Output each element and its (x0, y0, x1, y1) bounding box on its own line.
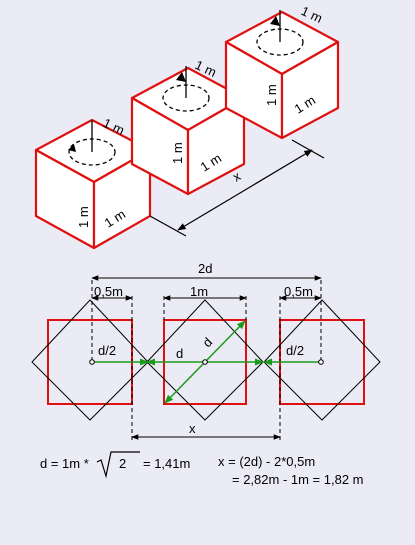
label-d-diagonal: d (200, 334, 216, 350)
formula-d-left: d = 1m * (40, 456, 89, 471)
formula-x-line2: = 2,82m - 1m = 1,82 m (232, 472, 364, 487)
label-d-half-left: d/2 (98, 343, 116, 358)
plan-diamond-left (31, 299, 149, 421)
dimension-1m-label: 1m (190, 284, 208, 299)
cube-3-rotation-arrow (270, 16, 280, 26)
formula-d-right: = 1,41m (143, 456, 190, 471)
square-root-sign (96, 451, 140, 479)
label-d-half-right: d/2 (286, 343, 304, 358)
cube-distance-line (177, 149, 313, 231)
plan-diamond-right (263, 299, 381, 421)
cube-1-left-size-label: 1 m (76, 206, 91, 228)
formula-x-line1: x = (2d) - 2*0,5m (218, 454, 315, 469)
cube-3-left-size-label: 1 m (264, 84, 279, 106)
dimension-half-left-label: 0,5m (94, 284, 123, 299)
cube-1-rotation-arrow (68, 144, 76, 152)
cube-distance-extension-right (291, 139, 325, 159)
cube-2-left-size-label: 1 m (170, 142, 185, 164)
plan-view: 2d 0,5m 1m 0,5m d/2 d d d/2 x (31, 261, 381, 440)
dimension-x-label: x (189, 421, 196, 436)
cube-distance-label: x (230, 168, 244, 184)
center-point-right (318, 359, 324, 365)
dimension-2d-label: 2d (198, 261, 212, 276)
cube-3 (224, 10, 340, 140)
formula-diagonal: d = 1m * 2 = 1,41m (40, 451, 190, 479)
cube-distance-extension-left (149, 215, 187, 237)
label-d-middle: d (176, 346, 183, 361)
center-point-middle (202, 359, 208, 365)
cube-2-rotation-arrow (176, 72, 186, 82)
cube-1 (34, 118, 152, 250)
cube-3-right-face (280, 40, 340, 140)
dimension-half-right-label: 0,5m (284, 284, 313, 299)
formula-d-root: 2 (119, 456, 126, 471)
center-point-left (89, 359, 95, 365)
formula-distance: x = (2d) - 2*0,5m = 2,82m - 1m = 1,82 m (218, 454, 364, 487)
